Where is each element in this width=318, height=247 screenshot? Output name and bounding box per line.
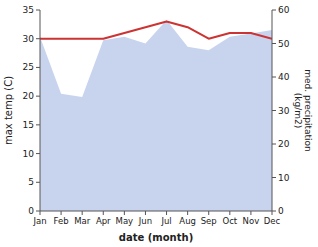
x-tick-label: Feb <box>54 216 69 226</box>
y-tick <box>36 153 40 154</box>
y2-tick <box>272 110 276 111</box>
y2-tick <box>272 43 276 44</box>
y2-tick <box>272 211 276 212</box>
y-tick <box>36 38 40 39</box>
x-tick-label: Dec <box>264 216 281 226</box>
y-tick-label: 10 <box>23 149 35 159</box>
plot-area <box>40 20 272 211</box>
y2-tick-label: 0 <box>278 206 284 216</box>
y-tick <box>36 10 40 11</box>
x-tick <box>166 211 167 215</box>
y-tick-label: 35 <box>23 5 34 15</box>
temp-line <box>40 21 272 38</box>
x-tick-label: Jul <box>160 216 171 226</box>
y2-tick-label: 20 <box>278 139 290 149</box>
y-tick <box>36 124 40 125</box>
y2-tick <box>272 77 276 78</box>
x-tick <box>82 211 83 215</box>
x-tick-label: Sep <box>201 216 217 226</box>
x-axis-label: date (month) <box>119 232 193 243</box>
y-tick <box>36 67 40 68</box>
y2-tick <box>272 10 276 11</box>
x-tick <box>103 211 104 215</box>
x-tick-label: May <box>116 216 134 226</box>
y-tick-label: 25 <box>23 62 34 72</box>
y2-tick <box>272 144 276 145</box>
y2-axis-label-line: med. precipitation <box>303 69 313 151</box>
precip-area <box>40 20 272 211</box>
x-tick-label: Aug <box>179 216 196 226</box>
y-tick <box>36 182 40 183</box>
y2-tick-label: 10 <box>278 173 290 183</box>
x-tick <box>229 211 230 215</box>
x-tick-label: Jun <box>138 216 152 226</box>
x-tick-label: Jan <box>32 216 46 226</box>
y-tick-label: 0 <box>28 206 34 216</box>
y2-tick-label: 40 <box>278 72 290 82</box>
x-tick <box>187 211 188 215</box>
x-tick <box>40 211 41 215</box>
y-tick <box>36 96 40 97</box>
x-tick <box>272 211 273 215</box>
x-tick <box>145 211 146 215</box>
y2-tick <box>272 177 276 178</box>
y-tick <box>36 211 40 212</box>
chart: 0 5 10 15 20 25 30 35 0 10 20 30 40 50 60 Jan Feb Mar Apr M… <box>0 0 318 247</box>
y2-tick-label: 50 <box>278 39 290 49</box>
x-tick <box>250 211 251 215</box>
x-axis-line <box>40 211 272 212</box>
y-tick-label: 15 <box>23 120 34 130</box>
x-tick-label: Oct <box>222 216 237 226</box>
x-tick-label: Mar <box>74 216 91 226</box>
x-tick <box>61 211 62 215</box>
y2-axis-label: med. precipitation(kg/m2) <box>293 69 313 151</box>
x-tick <box>124 211 125 215</box>
y2-tick-label: 60 <box>278 5 290 15</box>
y-tick-label: 20 <box>23 91 35 101</box>
y-tick-label: 5 <box>28 177 34 187</box>
y-tick-label: 30 <box>23 34 35 44</box>
y2-tick-label: 30 <box>278 106 290 116</box>
y-axis-line <box>40 10 41 211</box>
x-tick-label: Apr <box>96 216 111 226</box>
x-tick <box>208 211 209 215</box>
x-tick-label: Nov <box>243 216 260 226</box>
y2-axis-label-line: (kg/m2) <box>293 93 303 128</box>
y-axis-label: max temp (C) <box>3 76 14 145</box>
